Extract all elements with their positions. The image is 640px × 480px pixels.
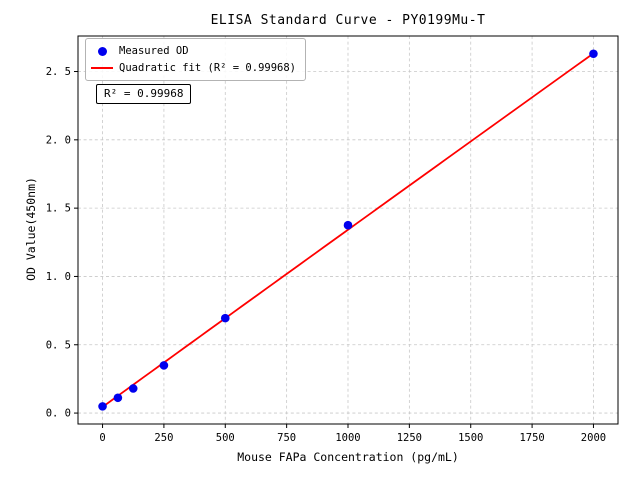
y-tick-label: 0. 5 (46, 339, 71, 351)
x-tick-label: 0 (99, 432, 105, 444)
measured-od-point (589, 49, 598, 59)
quadratic-fit-line (102, 52, 594, 408)
legend-label-measured-od: Measured OD (119, 45, 189, 57)
legend: Measured OD Quadratic fit (R² = 0.99968) (85, 38, 307, 81)
x-tick-label: 2000 (581, 432, 606, 444)
y-tick-label: 1. 0 (46, 271, 71, 283)
measured-od-point (220, 313, 230, 323)
measured-od-point (128, 384, 138, 393)
y-tick-label: 2. 0 (46, 134, 71, 146)
blue-dot-marker-icon (97, 46, 107, 56)
x-tick-label: 1750 (519, 432, 544, 444)
r-squared-annotation: R² = 0.99968 (96, 84, 192, 104)
legend-label-quadratic-fit: Quadratic fit (R² = 0.99968) (119, 62, 297, 74)
x-axis-label: Mouse FAPa Concentration (pg/mL) (237, 450, 459, 464)
legend-marker-slot (91, 46, 113, 56)
x-tick-label: 250 (154, 432, 173, 444)
measured-od-point (159, 361, 169, 370)
y-tick-label: 1. 5 (46, 203, 71, 215)
x-tick-label: 500 (216, 432, 235, 444)
x-tick-label: 1500 (458, 432, 483, 444)
legend-marker-slot (91, 67, 113, 69)
measured-od-point (343, 220, 353, 230)
measured-od-point (98, 402, 107, 411)
measured-od-point (113, 393, 123, 403)
x-tick-label: 750 (277, 432, 296, 444)
y-tick-label: 2. 5 (46, 66, 71, 78)
legend-item-quadratic-fit: Quadratic fit (R² = 0.99968) (91, 61, 296, 75)
x-tick-label: 1250 (397, 432, 422, 444)
y-axis-label: OD Value(450nm) (24, 177, 38, 281)
chart-title: ELISA Standard Curve - PY0199Mu-T (210, 13, 486, 28)
red-line-marker-icon (91, 67, 113, 69)
y-tick-label: 0. 0 (46, 408, 71, 420)
legend-item-measured-od: Measured OD (91, 44, 296, 58)
x-tick-label: 1000 (335, 432, 360, 444)
